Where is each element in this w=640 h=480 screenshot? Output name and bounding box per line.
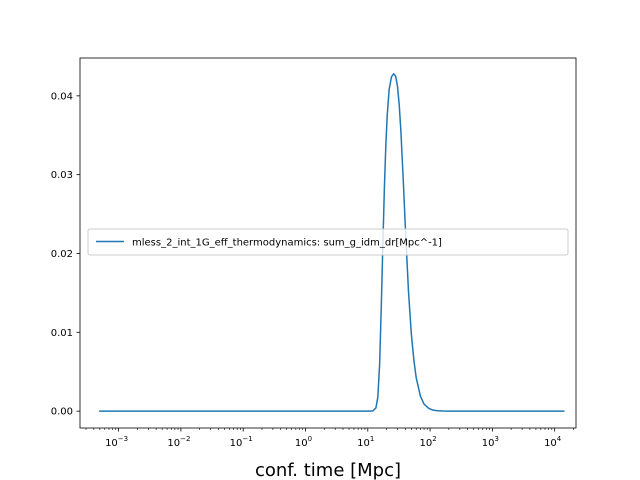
x-tick-exponent: 3 <box>495 435 499 443</box>
x-tick-label: 100 <box>295 435 312 449</box>
y-tick-label: 0.01 <box>51 328 73 339</box>
x-axis-ticks: 10−3 10−2 10−1 100 101 102 103 104 <box>85 428 574 449</box>
x-tick-label: 102 <box>419 435 436 449</box>
x-tick-label: 101 <box>357 435 374 449</box>
y-axis-ticks: 0.00 0.01 0.02 0.03 0.04 <box>51 91 80 418</box>
series-line <box>99 73 565 412</box>
x-tick-base: 10 <box>544 438 557 449</box>
x-tick-exponent: −2 <box>180 435 190 443</box>
x-tick-base: 10 <box>419 438 432 449</box>
x-tick-exponent: 0 <box>308 435 312 443</box>
x-tick-base: 10 <box>167 438 180 449</box>
y-tick-label: 0.00 <box>51 407 73 418</box>
x-tick-base: 10 <box>105 438 118 449</box>
x-tick-base: 10 <box>295 438 308 449</box>
y-tick-label: 0.04 <box>51 91 73 102</box>
y-tick-label: 0.02 <box>51 249 73 260</box>
x-tick-exponent: 4 <box>557 435 562 443</box>
x-tick-label: 10−1 <box>230 435 253 449</box>
y-tick-label: 0.03 <box>51 170 73 181</box>
x-tick-label: 103 <box>482 435 499 449</box>
series-layer <box>99 73 565 412</box>
x-tick-exponent: −3 <box>118 435 128 443</box>
x-tick-exponent: −1 <box>242 435 252 443</box>
x-tick-exponent: 1 <box>370 435 374 443</box>
plot-area-frame <box>79 57 577 429</box>
x-tick-label: 10−2 <box>167 435 190 449</box>
legend-box <box>87 228 569 256</box>
x-tick-exponent: 2 <box>432 435 436 443</box>
x-tick-base: 10 <box>230 438 243 449</box>
x-axis-label: conf. time [Mpc] <box>255 460 401 480</box>
legend: mless_2_int_1G_eff_thermodynamics: sum_g… <box>87 228 569 256</box>
x-tick-label: 10−3 <box>105 435 128 449</box>
legend-label: mless_2_int_1G_eff_thermodynamics: sum_g… <box>132 238 442 249</box>
x-tick-base: 10 <box>482 438 495 449</box>
x-tick-label: 104 <box>544 435 562 449</box>
x-tick-base: 10 <box>357 438 370 449</box>
